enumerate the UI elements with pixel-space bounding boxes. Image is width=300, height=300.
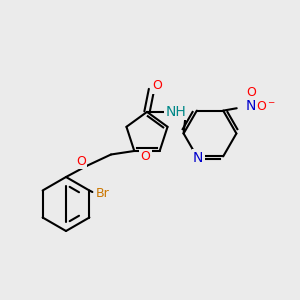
Text: O: O (246, 85, 256, 98)
Text: O: O (76, 155, 86, 168)
Text: O: O (152, 79, 162, 92)
Text: O$^-$: O$^-$ (256, 100, 276, 112)
Text: Br: Br (96, 187, 110, 200)
Text: NH: NH (165, 105, 186, 119)
Text: N: N (246, 99, 256, 113)
Text: O: O (141, 150, 150, 163)
Text: N: N (193, 151, 203, 165)
Text: $^+$: $^+$ (251, 97, 258, 106)
